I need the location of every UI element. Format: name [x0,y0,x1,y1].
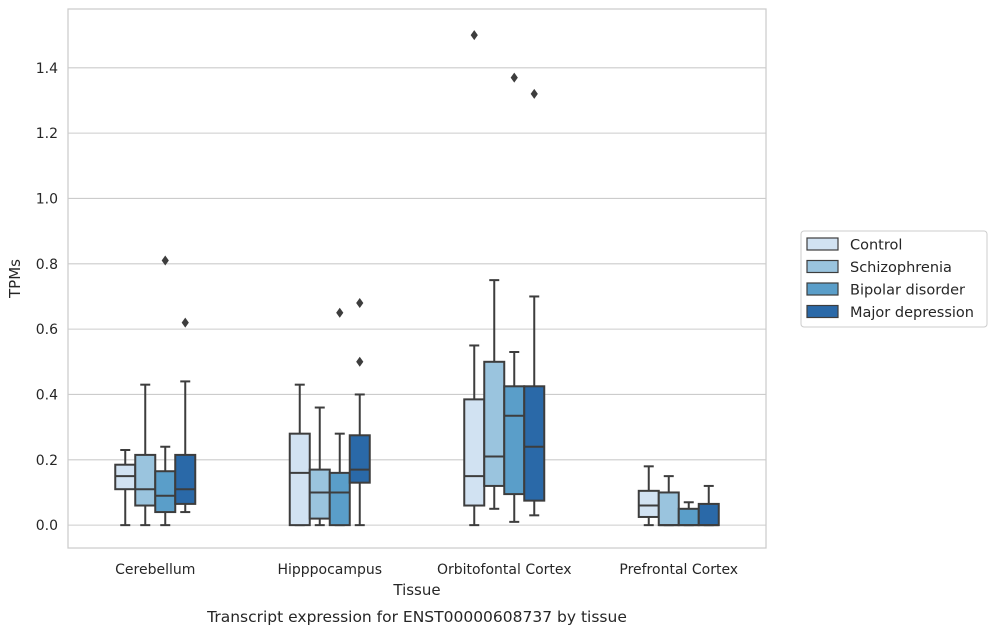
outlier-point [356,298,364,308]
box-iqr [348,434,371,484]
box-iqr [677,507,700,527]
y-tick-label: 0.0 [36,518,58,534]
outlier-point [181,317,189,328]
y-tick-label: 1.2 [36,126,58,142]
legend-swatch [806,282,839,296]
chart-caption: Transcript expression for ENST0000060873… [206,608,627,626]
x-tick-label: Orbitofontal Cortex [437,562,572,578]
box-iqr [174,453,197,505]
grid-lines [68,67,766,526]
box-control [637,465,660,527]
legend-label: Control [850,238,902,254]
outlier-point [510,72,518,83]
box-major-depression [523,88,546,517]
box-iqr [483,360,506,487]
box-major-depression [174,317,197,514]
box-control [114,449,137,527]
x-tick-label: Prefrontal Cortex [619,562,738,578]
box-bipolar-disorder [503,72,526,523]
box-series [114,30,720,527]
y-tick-label: 0.8 [36,257,58,273]
legend: Control Schizophrenia Bipolar disorder Majo… [800,230,988,328]
legend-label: Major depression [850,305,974,321]
y-tick-label: 0.4 [36,387,58,403]
box-iqr [328,471,351,527]
y-axis-label: TPMs [6,259,24,299]
box-iqr [288,432,311,527]
box-control [463,30,486,527]
box-iqr [463,398,486,507]
legend-swatch [806,237,839,251]
x-axis-label: Tissue [392,581,440,599]
box-schizophrenia [483,279,506,510]
box-iqr [697,502,720,527]
box-schizophrenia [134,383,157,527]
legend-label: Schizophrenia [850,260,952,276]
legend-swatch [806,304,839,319]
box-major-depression [697,484,720,527]
box-iqr [657,491,680,527]
box-iqr [503,385,526,496]
y-axis-ticks: 0.0 0.2 0.4 0.6 0.8 1.0 1.2 1.4 [36,61,58,534]
box-bipolar-disorder [677,501,700,527]
box-bipolar-disorder [328,307,351,527]
box-schizophrenia [657,475,680,527]
x-axis-ticks: Cerebellum Hipppocampus Orbitofontal Corte… [115,562,738,578]
y-tick-label: 1.4 [36,61,58,77]
legend-label: Bipolar disorder [850,283,965,299]
box-schizophrenia [308,406,331,527]
box-bipolar-disorder [154,255,177,527]
legend-frame [800,230,988,328]
box-control [288,383,311,527]
box-iqr [523,385,546,502]
y-tick-label: 1.0 [36,191,58,207]
box-iqr [637,489,660,518]
y-tick-label: 0.2 [36,453,58,469]
outlier-point [356,356,364,367]
box-iqr [308,468,331,520]
outlier-point [336,307,344,318]
plot-frame [67,8,767,549]
x-tick-label: Cerebellum [115,562,195,578]
legend-swatch [806,259,839,274]
outlier-point [470,30,478,41]
box-major-depression [348,298,371,527]
x-tick-label: Hipppocampus [277,562,382,578]
box-iqr [154,470,177,514]
box-iqr [134,453,157,507]
outlier-point [530,88,538,99]
outlier-point [161,255,169,266]
y-tick-label: 0.6 [36,322,58,338]
